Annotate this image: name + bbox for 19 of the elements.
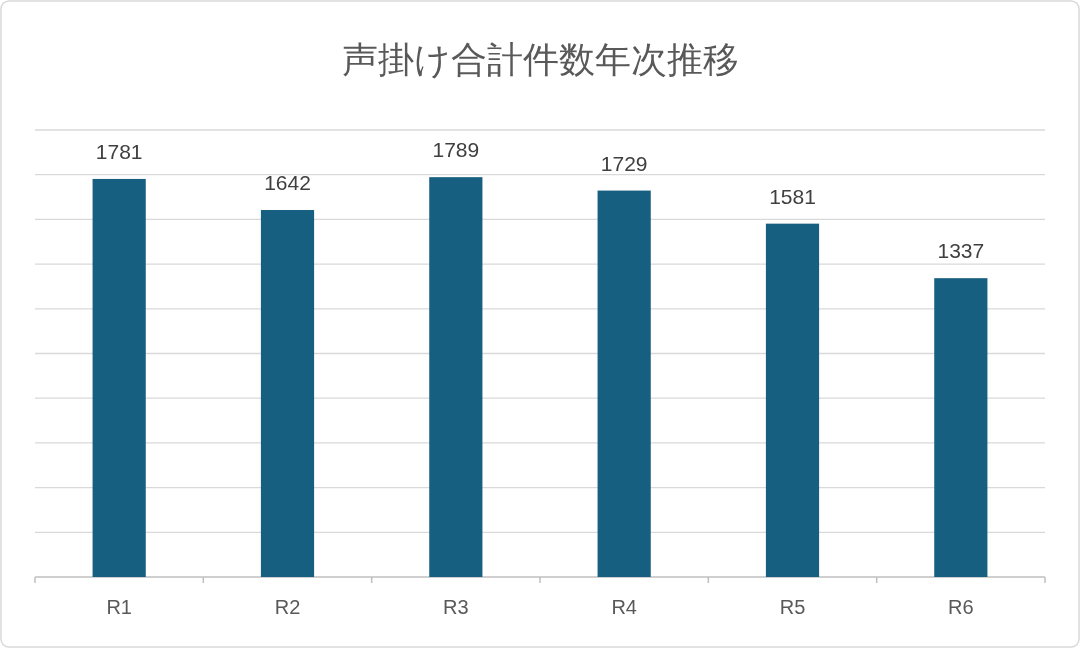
x-tick-label: R2 xyxy=(274,596,301,618)
x-tick-label: R6 xyxy=(948,596,974,618)
data-label: 1642 xyxy=(264,171,311,195)
bar xyxy=(429,177,483,577)
x-tick-label: R4 xyxy=(611,596,637,618)
bar xyxy=(597,190,651,577)
data-label: 1581 xyxy=(769,184,816,208)
data-label: 1781 xyxy=(95,139,143,163)
data-label: 1337 xyxy=(937,239,985,263)
chart-title: 声掛け合計件数年次推移 xyxy=(341,39,739,80)
bar xyxy=(934,278,988,577)
data-label: 1729 xyxy=(600,151,648,175)
x-tick-label: R1 xyxy=(106,596,132,618)
bar xyxy=(260,210,315,577)
data-label: 1789 xyxy=(432,138,480,162)
x-tick-label: R3 xyxy=(443,596,469,618)
bar xyxy=(765,223,820,577)
x-tick-label: R5 xyxy=(779,596,806,618)
bar xyxy=(92,178,146,577)
